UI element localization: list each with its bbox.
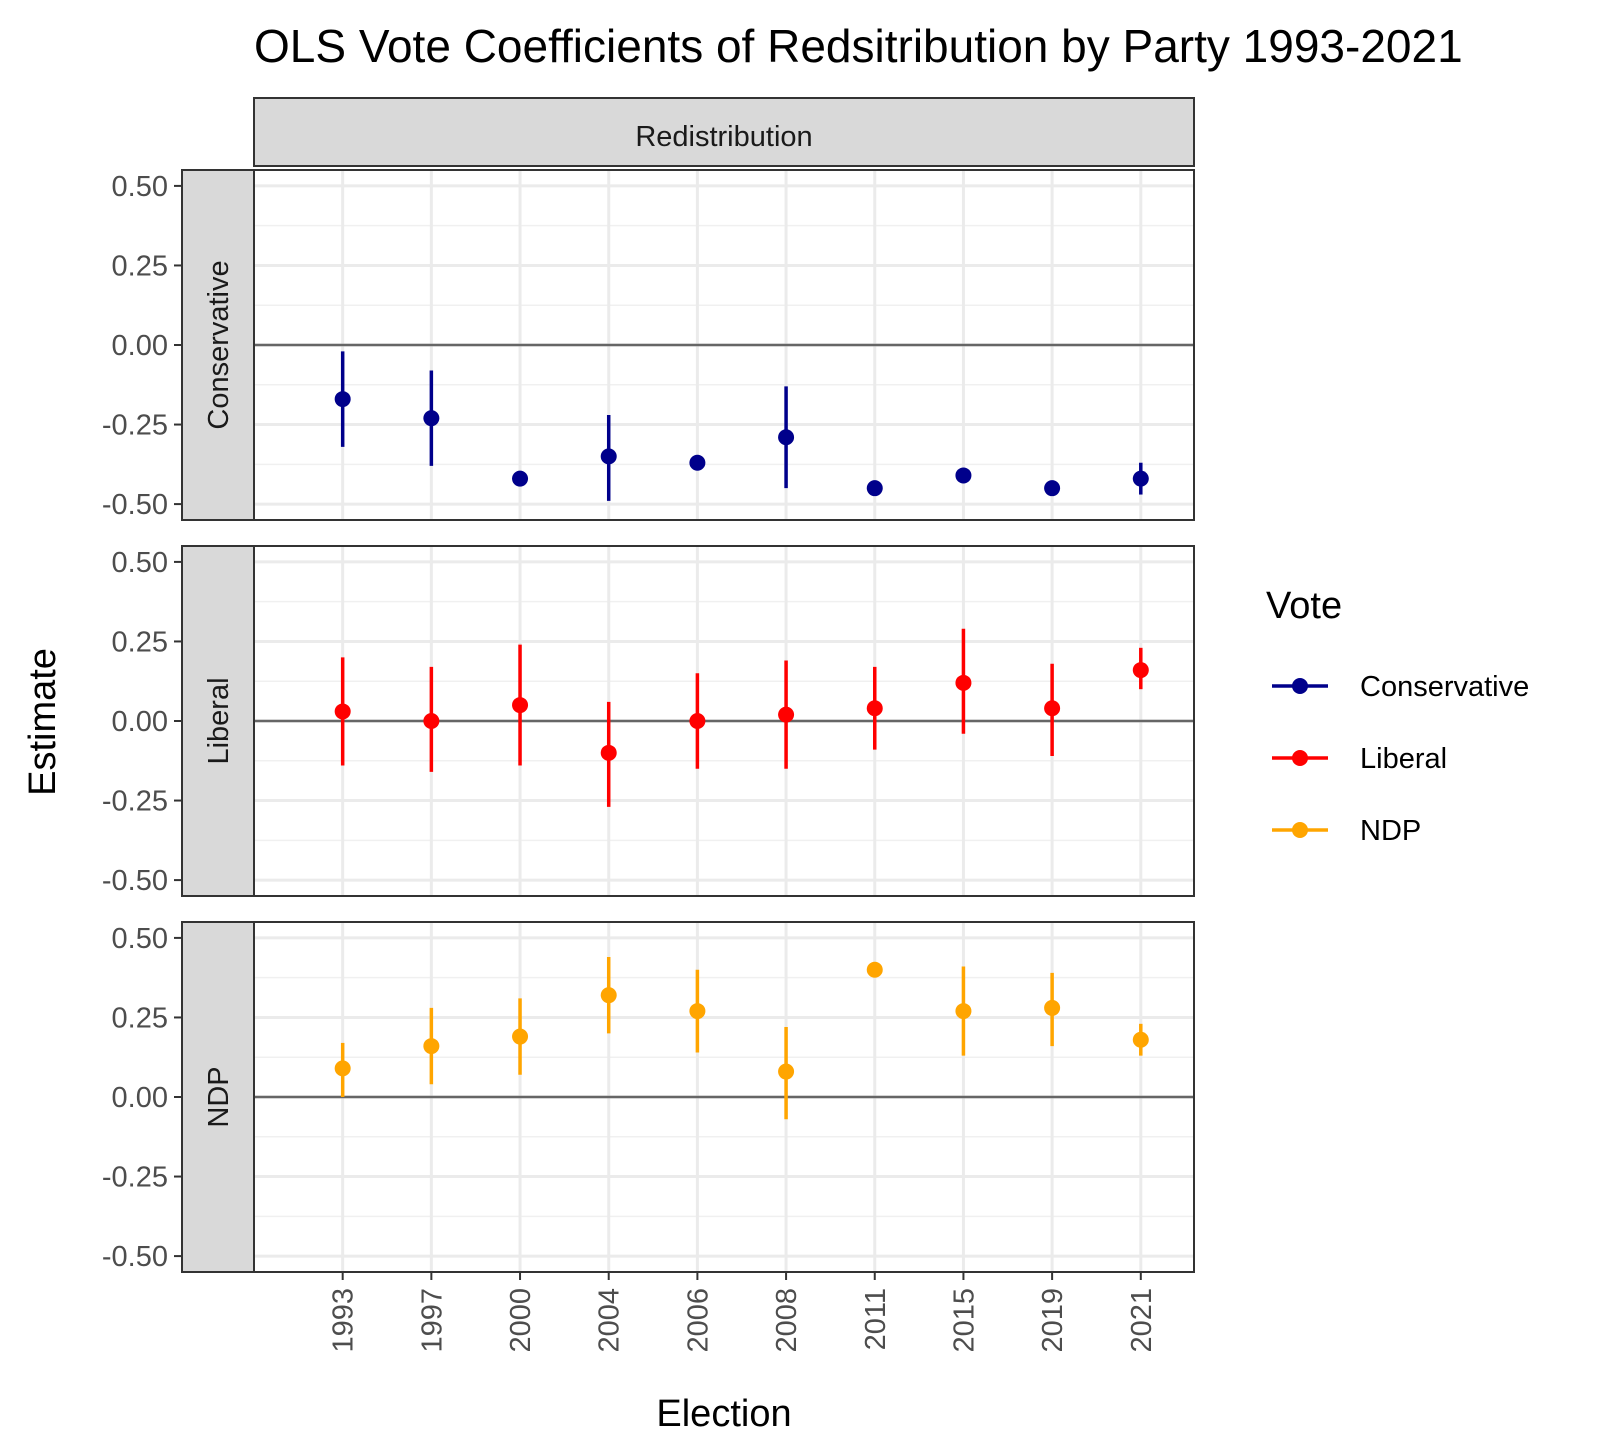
legend: Vote Conservative Liberal NDP [1266, 585, 1529, 847]
point-liberal-2019 [1044, 700, 1061, 717]
panel-ndp: NDP 0.50 0.25 0.00 -0.25 -0.50 [102, 921, 1195, 1273]
point-conservative-2021 [1132, 470, 1149, 487]
point-conservative-2008 [778, 429, 795, 446]
x-axis: 1993 1997 2000 2004 2006 2008 2011 2015 2019 2021 [328, 1272, 1158, 1353]
x-tick-label-1997: 1997 [416, 1288, 448, 1353]
y-tick-label: -0.50 [102, 489, 168, 521]
x-tick-label-2015: 2015 [948, 1288, 980, 1353]
point-ndp-1997 [423, 1038, 440, 1055]
y-tick-label: 0.50 [112, 171, 168, 203]
point-ndp-2021 [1132, 1031, 1149, 1048]
point-ndp-2008 [778, 1063, 795, 1080]
x-tick-label-2019: 2019 [1037, 1288, 1069, 1353]
column-strip: Redistribution [253, 97, 1195, 167]
x-tick-label-2021: 2021 [1126, 1288, 1158, 1353]
point-ndp-2011 [866, 961, 883, 978]
point-conservative-2015 [955, 467, 972, 484]
point-conservative-1993 [334, 391, 351, 408]
point-ndp-2004 [600, 987, 617, 1004]
x-tick-label-1993: 1993 [328, 1288, 360, 1353]
point-conservative-2011 [866, 480, 883, 497]
row-strip-label: Liberal [203, 677, 235, 764]
x-tick-label-2008: 2008 [771, 1288, 803, 1353]
chart-title: OLS Vote Coefficients of Redsitribution … [254, 20, 1463, 72]
column-strip-label: Redistribution [635, 121, 812, 153]
x-axis-title: Election [656, 1393, 791, 1435]
point-ndp-2015 [955, 1003, 972, 1020]
point-liberal-2011 [866, 700, 883, 717]
x-tick-label-2004: 2004 [594, 1288, 626, 1353]
point-ndp-2006 [689, 1003, 706, 1020]
point-conservative-2006 [689, 454, 706, 471]
legend-point-ndp [1292, 822, 1308, 838]
panel-conservative: Conservative 0.50 0.25 0.00 -0.25 -0.50 [102, 169, 1195, 521]
y-tick-label: 0.00 [112, 330, 168, 362]
point-conservative-2004 [600, 448, 617, 465]
point-liberal-1993 [334, 703, 351, 720]
column-strip-background [253, 97, 1195, 167]
y-tick-label: 0.25 [112, 250, 168, 282]
x-tick-label-2006: 2006 [682, 1288, 714, 1353]
y-tick-label: -0.25 [102, 410, 168, 442]
point-liberal-1997 [423, 713, 440, 729]
row-strip-background [181, 169, 255, 521]
y-tick-label: 0.00 [112, 1082, 168, 1114]
point-liberal-2021 [1132, 662, 1149, 679]
x-tick-label-2011: 2011 [860, 1288, 892, 1350]
legend-point-conservative [1292, 678, 1308, 694]
point-ndp-2000 [512, 1028, 529, 1045]
point-ndp-1993 [334, 1060, 351, 1077]
legend-point-liberal [1292, 750, 1308, 766]
point-ndp-2019 [1044, 999, 1061, 1016]
point-conservative-2019 [1044, 480, 1061, 497]
y-tick-label: -0.50 [102, 1241, 168, 1273]
legend-label-liberal: Liberal [1360, 743, 1447, 775]
y-tick-label: -0.25 [102, 786, 168, 818]
y-tick-label: -0.50 [102, 865, 168, 897]
y-tick-label: 0.50 [112, 923, 168, 955]
panel-liberal: Liberal 0.50 0.25 0.00 -0.25 -0.50 [102, 545, 1195, 897]
row-strip-label: NDP [203, 1066, 235, 1127]
legend-label-conservative: Conservative [1360, 671, 1529, 703]
x-tick-label-2000: 2000 [505, 1288, 537, 1353]
y-tick-label: 0.25 [112, 626, 168, 658]
point-conservative-1997 [423, 410, 440, 427]
point-liberal-2015 [955, 674, 972, 691]
y-tick-label: 0.50 [112, 547, 168, 579]
row-strip-background [181, 921, 255, 1273]
point-liberal-2000 [512, 697, 529, 714]
point-liberal-2008 [778, 706, 795, 723]
row-strip-background [181, 545, 255, 897]
panels: Conservative0.500.250.00-0.25-0.50Libera… [102, 169, 1195, 1273]
legend-title: Vote [1266, 585, 1342, 627]
point-conservative-2000 [512, 470, 529, 487]
legend-label-ndp: NDP [1360, 815, 1421, 847]
point-liberal-2004 [600, 744, 617, 761]
y-tick-label: 0.25 [112, 1002, 168, 1034]
row-strip-label: Conservative [203, 260, 235, 429]
y-tick-label: 0.00 [112, 706, 168, 738]
point-liberal-2006 [689, 713, 706, 729]
y-axis-title: Estimate [22, 648, 64, 796]
y-tick-label: -0.25 [102, 1162, 168, 1194]
